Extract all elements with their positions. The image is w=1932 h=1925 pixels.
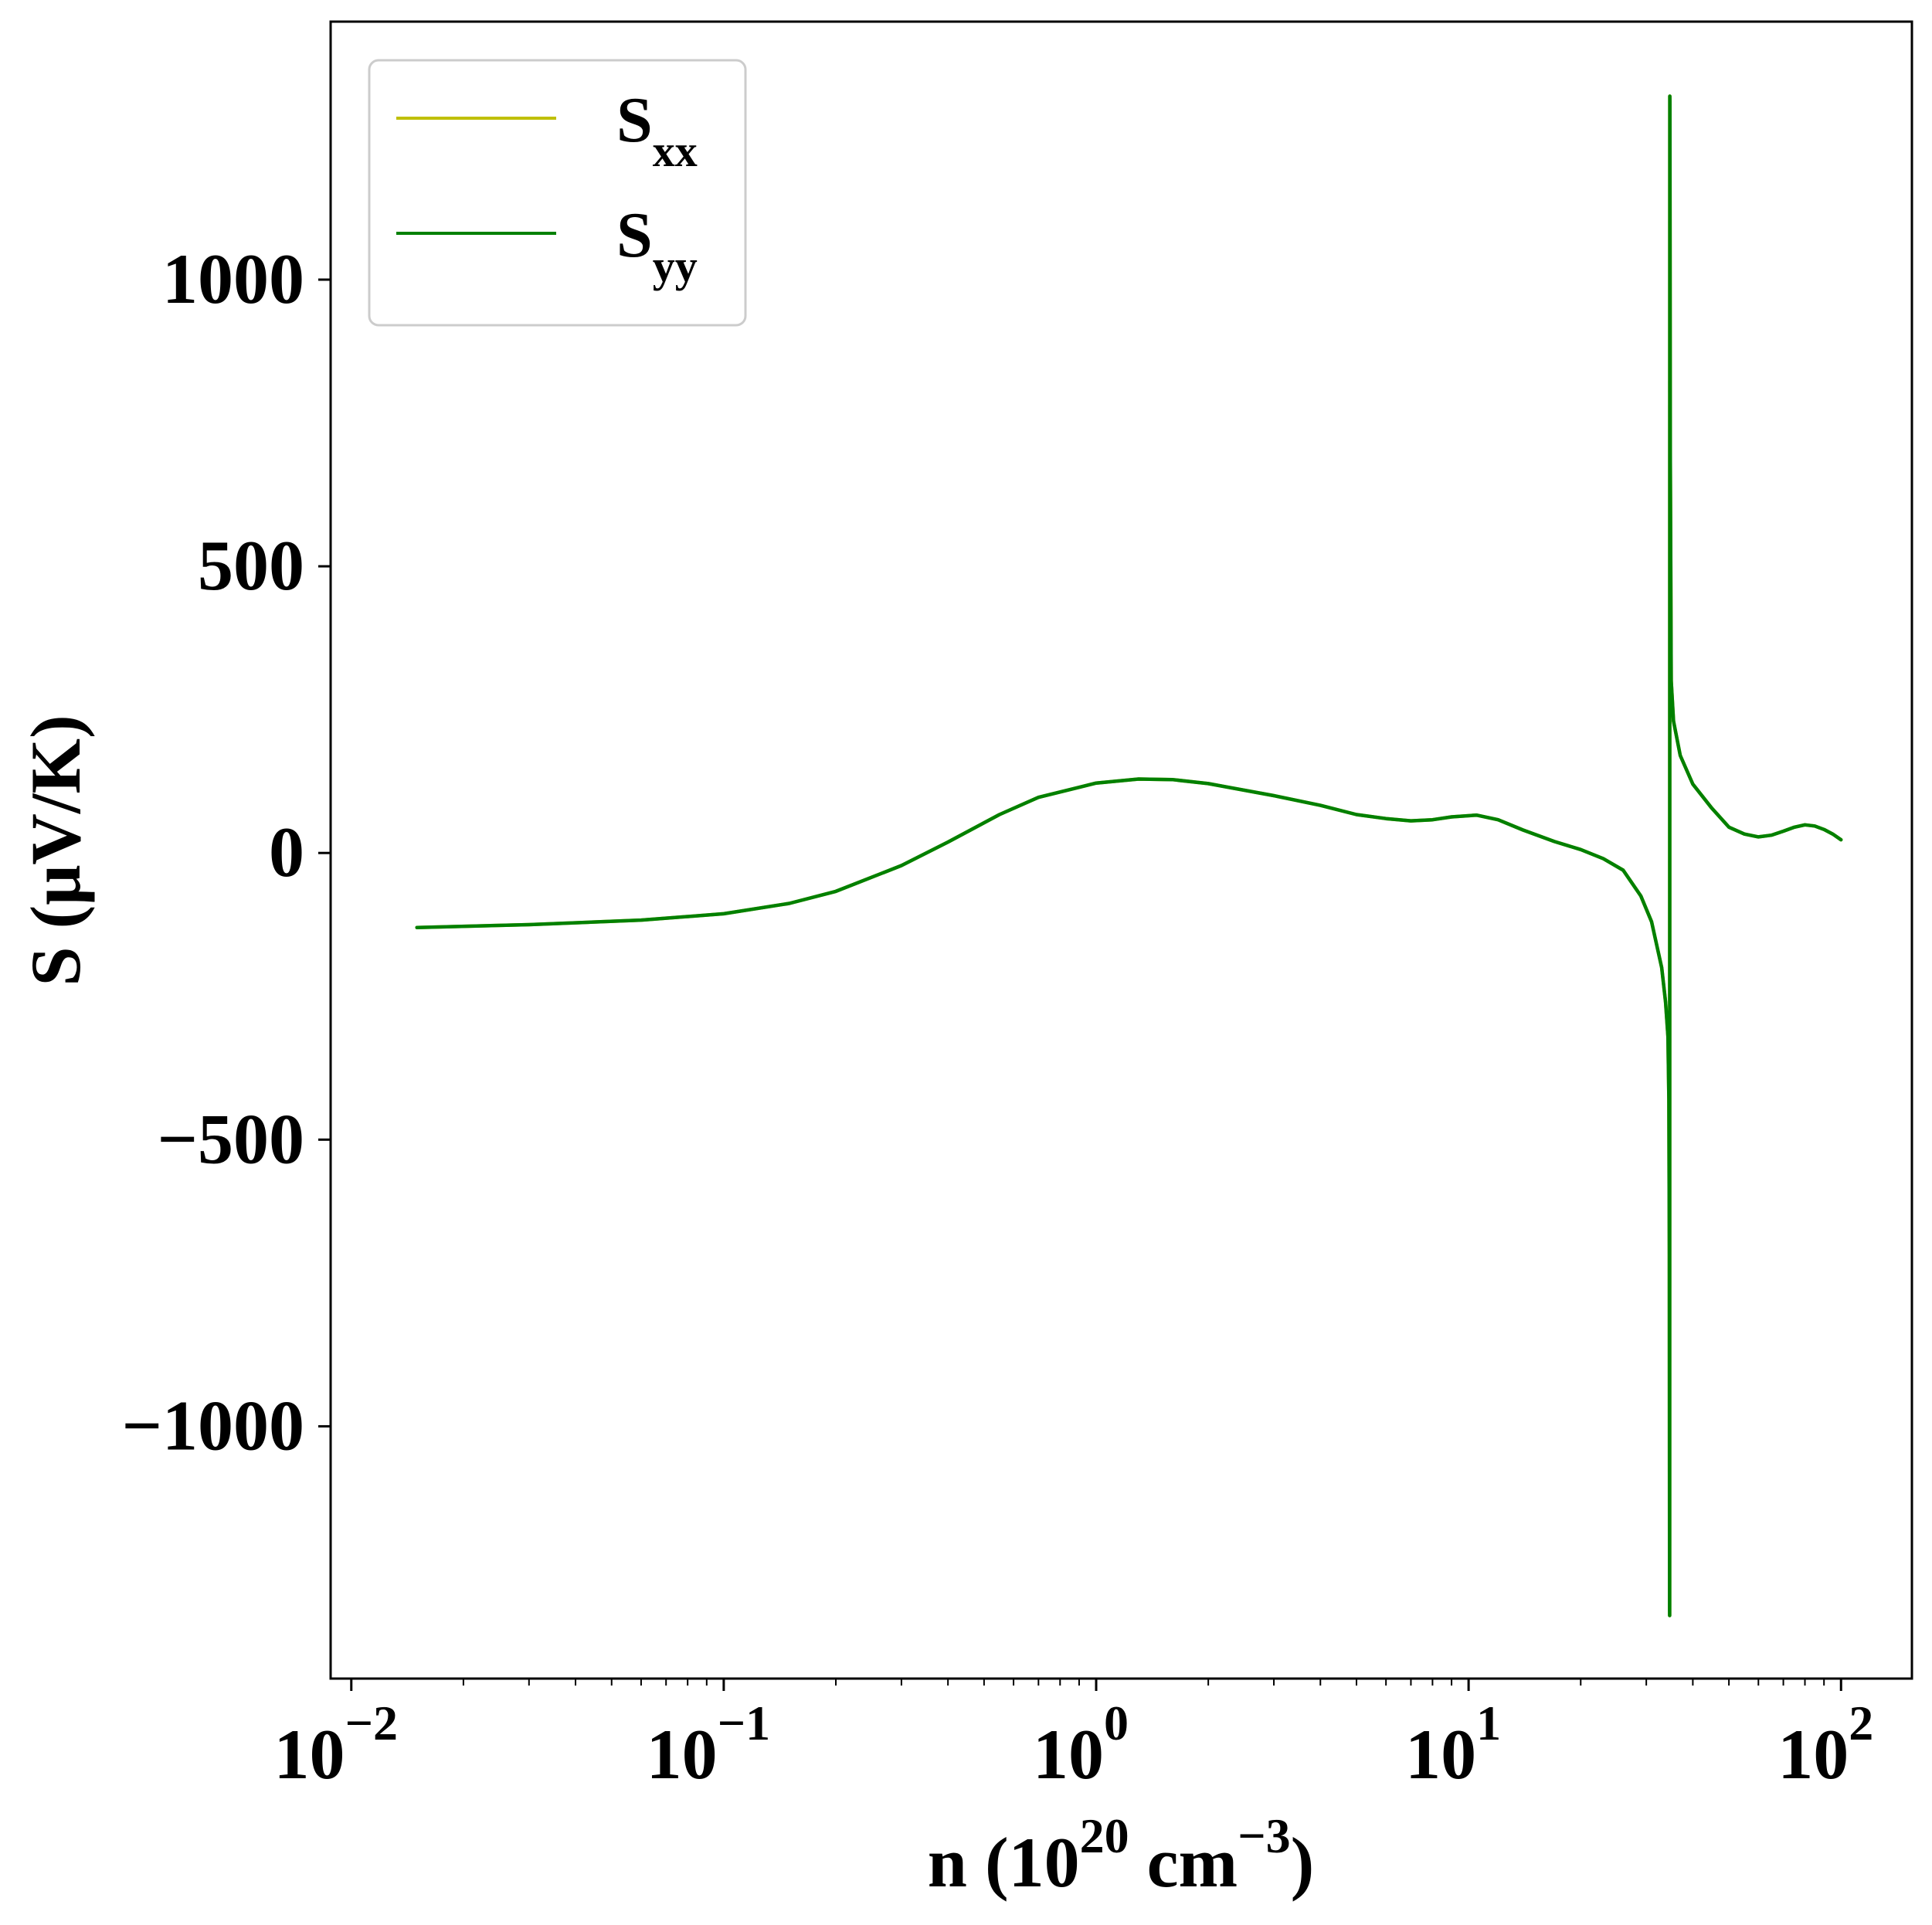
x-tick-label: 10−2 <box>274 1696 398 1794</box>
plot-frame <box>329 20 1913 1680</box>
x-axis-label-unit: cm <box>1129 1823 1238 1902</box>
legend-label-syy-sub: yy <box>653 241 698 291</box>
x-axis-label: n (1020 cm−3) <box>928 1808 1314 1902</box>
legend-label-sxx-base: S <box>616 84 653 156</box>
x-tick-label: 102 <box>1778 1696 1873 1794</box>
x-tick-label-exponent: 1 <box>1476 1696 1501 1750</box>
series-layer <box>415 94 1843 1618</box>
legend-label-sxx-sub: xx <box>653 126 698 176</box>
series-line-yy <box>415 94 1843 1618</box>
legend-box <box>368 59 747 327</box>
x-tick-label-exponent: −1 <box>718 1696 770 1750</box>
legend-label-syy: Syy <box>616 199 698 291</box>
x-tick-label: 100 <box>1033 1696 1129 1794</box>
x-tick-label: 101 <box>1405 1696 1501 1794</box>
x-tick-label-base: 10 <box>1033 1715 1104 1794</box>
x-tick-label: 10−1 <box>647 1696 770 1794</box>
x-axis-label-suffix: ) <box>1291 1823 1315 1902</box>
x-axis-label-exponent-2: −3 <box>1238 1808 1290 1863</box>
legend: Sxx Syy <box>368 59 747 327</box>
x-axis-label-prefix: n (10 <box>928 1823 1080 1902</box>
x-tick-label-base: 10 <box>1405 1715 1476 1794</box>
legend-label-sxx: Sxx <box>616 84 698 176</box>
y-axis-label: S (μV/K) <box>16 715 95 986</box>
x-tick-label-exponent: 0 <box>1104 1696 1129 1750</box>
x-tick-label-base: 10 <box>647 1715 718 1794</box>
y-tick-label: 500 <box>198 526 304 605</box>
x-tick-label-exponent: 2 <box>1849 1696 1873 1750</box>
x-tick-label-base: 10 <box>274 1715 345 1794</box>
x-tick-label-exponent: −2 <box>345 1696 398 1750</box>
legend-label-syy-base: S <box>616 199 653 271</box>
y-tick-label: −500 <box>158 1099 304 1178</box>
y-tick-label: 1000 <box>162 239 304 318</box>
y-tick-label: −1000 <box>122 1386 304 1465</box>
y-tick-label: 0 <box>269 813 304 891</box>
x-tick-label-base: 10 <box>1778 1715 1849 1794</box>
x-axis-label-exponent-1: 20 <box>1080 1808 1129 1863</box>
